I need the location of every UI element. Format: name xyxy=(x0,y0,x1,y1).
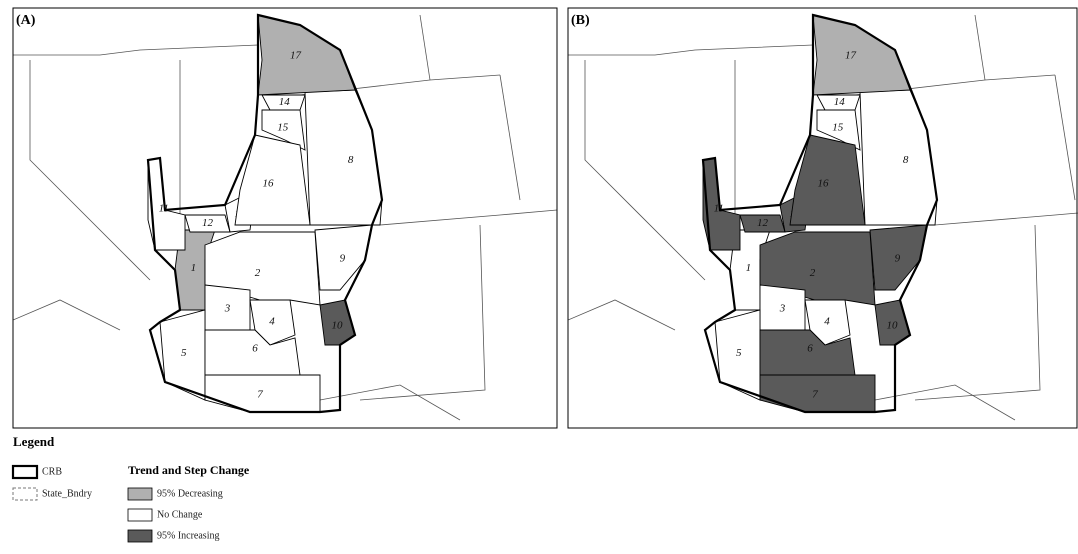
state-boundary xyxy=(914,224,1041,401)
crb-outline xyxy=(701,13,939,414)
legend-group-title: Trend and Step Change xyxy=(128,463,250,477)
region-label: 15 xyxy=(832,122,844,134)
panel-label: (B) xyxy=(571,13,590,28)
region-label: 10 xyxy=(332,320,344,332)
legend-swatch xyxy=(12,487,38,501)
region xyxy=(234,134,311,226)
region-label: 5 xyxy=(736,347,742,359)
panel-frame xyxy=(567,7,1078,429)
region-label: 15 xyxy=(277,122,289,134)
region-label: 16 xyxy=(263,178,275,190)
region-label: 1 xyxy=(746,262,752,274)
state-boundary xyxy=(874,384,1016,421)
legend-label: 95% Increasing xyxy=(157,530,219,541)
region xyxy=(789,134,866,226)
state-boundary xyxy=(29,60,151,281)
region-label: 2 xyxy=(810,267,816,279)
region xyxy=(869,224,928,291)
region-label: 1 xyxy=(191,262,197,274)
region-label: 14 xyxy=(834,96,846,108)
panel-label: (A) xyxy=(16,13,36,28)
legend: Legend CRB State_Bndry Trend and Step Ch… xyxy=(11,434,250,543)
map-panel: 1234567891011121314151617 xyxy=(13,8,557,428)
legend-label: CRB xyxy=(42,466,62,477)
region-label: 4 xyxy=(824,316,830,328)
state-boundary xyxy=(568,44,814,56)
legend-swatch xyxy=(127,508,153,522)
legend-label: No Change xyxy=(157,509,203,520)
region-label: 11 xyxy=(159,203,169,215)
state-boundary xyxy=(13,299,121,331)
legend-label: State_Bndry xyxy=(42,488,92,499)
state-boundary xyxy=(1054,74,1076,201)
region-label: 4 xyxy=(269,316,275,328)
region-label: 11 xyxy=(714,203,724,215)
state-boundary xyxy=(359,224,486,401)
legend-swatch xyxy=(11,464,39,480)
region-label: 7 xyxy=(257,388,263,400)
panel-frame xyxy=(12,7,558,429)
region-label: 8 xyxy=(348,154,354,166)
region-label: 12 xyxy=(202,217,214,229)
state-boundary xyxy=(319,384,461,421)
state-boundary xyxy=(419,14,431,81)
region-label: 14 xyxy=(279,96,291,108)
region xyxy=(249,299,296,346)
region xyxy=(314,224,373,291)
region-label: 6 xyxy=(807,342,813,354)
legend-swatch xyxy=(127,487,153,501)
state-boundary xyxy=(584,60,706,281)
region-label: 7 xyxy=(812,388,818,400)
region-label: 3 xyxy=(224,302,231,314)
legend-label: 95% Decreasing xyxy=(157,488,223,499)
crb-outline xyxy=(146,13,384,414)
state-boundary xyxy=(13,44,259,56)
legend-swatch xyxy=(127,529,153,543)
region-label: 12 xyxy=(757,217,769,229)
region-label: 9 xyxy=(340,253,346,265)
region-label: 2 xyxy=(255,267,261,279)
state-boundary xyxy=(379,209,557,226)
region-label: 17 xyxy=(290,49,302,61)
region-label: 6 xyxy=(252,342,258,354)
region xyxy=(804,299,851,346)
region-label: 5 xyxy=(181,347,187,359)
state-boundary xyxy=(568,299,676,331)
legend-title: Legend xyxy=(13,434,55,449)
region-label: 3 xyxy=(779,302,786,314)
state-boundary xyxy=(934,212,1078,226)
state-boundary xyxy=(499,74,521,201)
region-label: 16 xyxy=(818,178,830,190)
region-label: 17 xyxy=(845,49,857,61)
map-panel: 1234567891011121314151617 xyxy=(568,8,1078,428)
state-boundary xyxy=(974,14,986,81)
region-label: 8 xyxy=(903,154,909,166)
region-label: 9 xyxy=(895,253,901,265)
region-label: 10 xyxy=(887,320,899,332)
